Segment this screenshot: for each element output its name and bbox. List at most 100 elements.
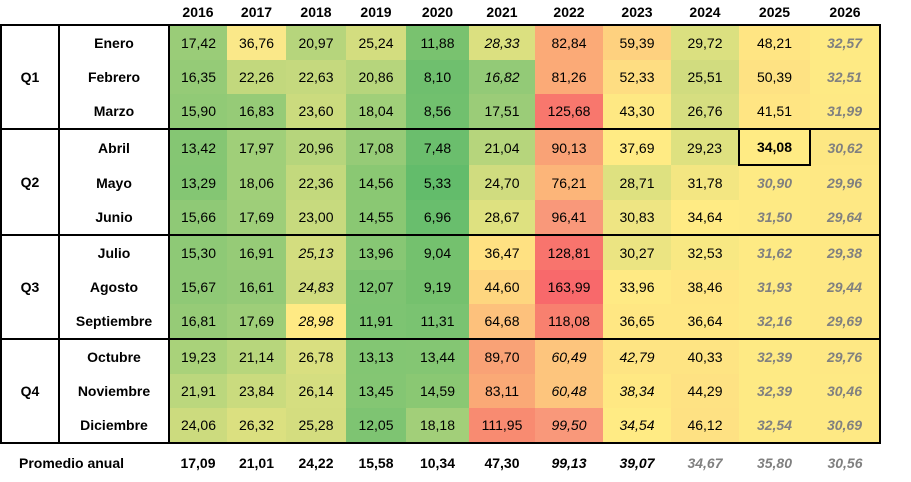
value-cell: 21,91	[169, 374, 227, 408]
value-cell: 11,88	[406, 24, 469, 60]
quarter-label: Q3	[0, 234, 60, 339]
value-cell: 125,68	[535, 94, 603, 129]
month-label: Marzo	[59, 94, 170, 129]
year-header: 2020	[421, 4, 454, 20]
value-cell: 29,38	[810, 234, 881, 270]
value-cell: 24,83	[286, 270, 346, 304]
value-cell: 11,91	[346, 304, 406, 339]
value-cell: 17,69	[227, 304, 286, 339]
value-cell: 28,33	[469, 24, 535, 60]
value-cell: 32,53	[671, 234, 739, 270]
year-header: 2022	[553, 4, 585, 20]
value-cell: 29,69	[810, 304, 881, 339]
value-cell: 22,26	[227, 60, 286, 94]
value-cell: 15,67	[169, 270, 227, 304]
annual-average-value: 34,67	[687, 455, 723, 471]
year-header: 2016	[182, 4, 214, 20]
value-cell: 32,16	[739, 304, 810, 339]
value-cell: 8,10	[406, 60, 469, 94]
header-spacer	[1, 0, 59, 25]
value-cell: 32,54	[739, 408, 810, 444]
value-cell: 17,08	[346, 128, 406, 165]
value-cell: 21,14	[227, 338, 286, 374]
value-cell: 30,83	[603, 200, 671, 235]
value-cell: 44,60	[469, 270, 535, 304]
table-row: Septiembre 16,81 17,69 28,98 11,91 11,31 64,68…	[1, 304, 881, 339]
value-cell: 32,51	[810, 60, 881, 94]
table-row: Q2 Abril 13,42 17,97 20,96 17,08 7,48 21,04 90,1…	[0, 128, 881, 235]
value-cell: 46,12	[671, 408, 739, 444]
value-cell: 14,59	[406, 374, 469, 408]
annual-average-row: Promedio anual 17,09 21,01 24,22 15,58 10,34 4…	[1, 443, 880, 482]
monthly-values-table: 2016 2017 2018 2019 2020 2021 2022 2023 2024 2025…	[0, 0, 881, 482]
value-cell: 37,69	[603, 128, 671, 165]
value-cell: 31,99	[810, 94, 881, 129]
value-cell: 28,98	[286, 304, 346, 339]
month-label: Septiembre	[59, 304, 170, 339]
value-cell: 11,31	[406, 304, 469, 339]
value-cell: 17,51	[469, 94, 535, 129]
value-cell: 48,21	[739, 24, 810, 60]
value-cell: 34,54	[603, 408, 671, 444]
value-cell: 9,04	[406, 234, 469, 270]
value-cell: 24,06	[169, 408, 227, 444]
table-row: Agosto 15,67 16,61 24,83 12,07 9,19 44,60 163,9…	[1, 270, 881, 304]
value-cell: 44,29	[671, 374, 739, 408]
value-cell: 6,96	[406, 200, 469, 235]
annual-average-value: 24,22	[298, 455, 334, 471]
value-cell: 26,78	[286, 338, 346, 374]
value-cell: 31,93	[739, 270, 810, 304]
value-cell: 59,39	[603, 24, 671, 60]
value-cell: 118,08	[535, 304, 603, 339]
header-spacer	[59, 0, 169, 25]
year-header-row: 2016 2017 2018 2019 2020 2021 2022 2023 2024 2025…	[1, 0, 880, 25]
value-cell: 30,69	[810, 408, 881, 444]
value-cell: 32,57	[810, 24, 881, 60]
value-cell: 15,30	[169, 234, 227, 270]
value-cell: 18,06	[227, 165, 286, 200]
value-cell: 90,13	[535, 128, 603, 165]
value-cell: 22,63	[286, 60, 346, 94]
year-header: 2019	[360, 4, 392, 20]
month-label: Mayo	[59, 165, 170, 200]
value-cell: 28,67	[469, 200, 535, 235]
annual-average-value: 99,13	[551, 455, 587, 471]
month-label: Junio	[59, 200, 170, 235]
month-label: Febrero	[59, 60, 170, 94]
value-cell: 38,46	[671, 270, 739, 304]
value-cell: 82,84	[535, 24, 603, 60]
annual-average-label: Promedio anual	[19, 455, 125, 471]
value-cell: 12,07	[346, 270, 406, 304]
quarter-label: Q1	[0, 24, 60, 129]
value-cell: 60,49	[535, 338, 603, 374]
value-cell: 14,56	[346, 165, 406, 200]
value-cell: 36,64	[671, 304, 739, 339]
value-cell: 20,96	[286, 128, 346, 165]
year-header: 2017	[240, 4, 273, 20]
value-cell: 52,33	[603, 60, 671, 94]
month-label: Enero	[59, 24, 170, 60]
value-cell: 5,33	[406, 165, 469, 200]
quarter-label: Q4	[0, 338, 60, 444]
table-row: Marzo 15,90 16,83 23,60 18,04 8,56 17,51 125,68…	[1, 94, 881, 129]
value-cell: 29,23	[671, 128, 739, 165]
value-cell: 24,70	[469, 165, 535, 200]
value-cell: 33,96	[603, 270, 671, 304]
value-cell: 19,23	[169, 338, 227, 374]
value-cell: 21,04	[469, 128, 535, 165]
annual-average-value: 35,80	[756, 455, 793, 471]
quarter-label: Q2	[0, 128, 60, 235]
value-cell: 26,14	[286, 374, 346, 408]
value-cell: 99,50	[535, 408, 603, 444]
annual-average-value: 17,09	[180, 455, 216, 471]
value-cell: 13,44	[406, 338, 469, 374]
value-cell: 30,90	[739, 165, 810, 200]
table-row: Diciembre 24,06 26,32 25,28 12,05 18,18 111,95…	[1, 408, 881, 444]
value-cell: 9,19	[406, 270, 469, 304]
annual-average-value: 10,34	[419, 455, 456, 471]
value-cell: 81,26	[535, 60, 603, 94]
month-label: Diciembre	[59, 408, 170, 444]
value-cell: 16,35	[169, 60, 227, 94]
value-cell: 13,13	[346, 338, 406, 374]
value-cell: 25,24	[346, 24, 406, 60]
